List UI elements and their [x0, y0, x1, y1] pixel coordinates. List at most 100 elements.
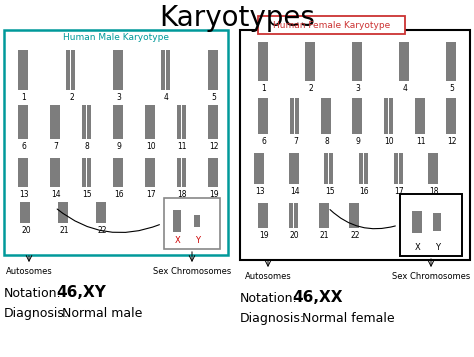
Bar — [447, 98, 451, 116]
Bar — [113, 105, 118, 122]
Bar — [23, 50, 28, 70]
Bar — [310, 61, 315, 81]
Bar — [50, 172, 55, 187]
Bar — [23, 122, 28, 139]
Text: Y: Y — [436, 243, 440, 252]
Text: 4: 4 — [164, 92, 169, 102]
Bar — [145, 122, 150, 139]
Bar — [329, 154, 333, 169]
Text: 21: 21 — [59, 226, 69, 235]
Bar — [294, 203, 298, 215]
Bar — [417, 211, 422, 222]
Bar — [213, 172, 218, 187]
Text: 1: 1 — [22, 92, 27, 102]
Bar — [213, 105, 218, 122]
Bar — [437, 222, 441, 231]
Bar — [87, 122, 91, 139]
Text: 6: 6 — [21, 142, 27, 151]
Bar — [264, 42, 268, 61]
Bar — [433, 222, 437, 231]
Bar — [451, 98, 456, 116]
Bar — [209, 122, 213, 139]
Bar — [18, 105, 23, 122]
Text: 15: 15 — [82, 190, 92, 198]
Bar — [357, 116, 362, 134]
Bar — [177, 105, 181, 122]
Bar — [255, 154, 259, 169]
Bar — [357, 42, 362, 61]
Text: 46,XX: 46,XX — [292, 290, 343, 305]
Bar — [213, 122, 218, 139]
Text: 2: 2 — [69, 92, 74, 102]
Bar — [182, 122, 186, 139]
Bar — [197, 215, 200, 221]
Bar — [177, 158, 181, 172]
Text: 13: 13 — [19, 190, 29, 198]
Bar — [389, 98, 393, 116]
Text: 7: 7 — [293, 137, 298, 146]
Bar — [182, 158, 186, 172]
Bar — [359, 169, 363, 184]
Bar — [400, 194, 462, 256]
Bar — [150, 158, 155, 172]
Bar — [259, 154, 264, 169]
Bar — [420, 116, 425, 134]
Text: Notation:: Notation: — [4, 287, 62, 300]
Text: Diagnosis:: Diagnosis: — [4, 307, 69, 320]
Bar — [87, 158, 91, 172]
Bar — [64, 202, 68, 213]
Text: 12: 12 — [447, 137, 457, 146]
Bar — [384, 98, 388, 116]
Bar — [177, 221, 181, 232]
Bar — [305, 61, 310, 81]
Bar — [209, 158, 213, 172]
Text: Y: Y — [195, 236, 201, 245]
Text: 1: 1 — [262, 84, 266, 93]
Bar — [428, 154, 433, 169]
Bar — [319, 203, 324, 215]
Bar — [96, 213, 101, 223]
Text: 17: 17 — [146, 190, 155, 198]
Bar — [258, 215, 263, 228]
Bar — [384, 116, 388, 134]
Text: X: X — [415, 243, 421, 252]
Bar — [393, 154, 398, 169]
Bar — [433, 213, 437, 222]
Text: 11: 11 — [416, 137, 426, 146]
Text: 3: 3 — [356, 84, 360, 93]
Bar — [55, 172, 60, 187]
Text: 14: 14 — [290, 187, 300, 196]
Bar — [357, 61, 362, 81]
Bar — [258, 42, 263, 61]
Bar — [213, 158, 218, 172]
Bar — [437, 213, 441, 222]
Bar — [324, 203, 328, 215]
Bar — [58, 202, 63, 213]
Text: 13: 13 — [255, 187, 265, 196]
Text: Sex Chromosomes: Sex Chromosomes — [153, 267, 231, 276]
Bar — [182, 172, 186, 187]
Bar — [50, 158, 55, 172]
Bar — [420, 98, 425, 116]
Bar — [355, 203, 359, 215]
Bar — [357, 98, 362, 116]
Text: 11: 11 — [178, 142, 187, 151]
Text: 22: 22 — [97, 226, 107, 235]
Bar — [177, 210, 181, 221]
Text: 18: 18 — [429, 187, 439, 196]
Bar — [82, 172, 86, 187]
Bar — [264, 215, 268, 228]
Text: Notation:: Notation: — [240, 292, 298, 305]
Text: 5: 5 — [211, 92, 217, 102]
Bar — [447, 116, 451, 134]
Bar — [209, 50, 213, 70]
Bar — [399, 154, 403, 169]
Bar — [101, 202, 106, 213]
Text: 9: 9 — [356, 137, 360, 146]
Text: 7: 7 — [53, 142, 58, 151]
Bar — [23, 158, 28, 172]
Text: 46,XY: 46,XY — [56, 285, 106, 300]
Bar — [55, 158, 60, 172]
Bar — [352, 61, 357, 81]
Bar — [400, 42, 404, 61]
